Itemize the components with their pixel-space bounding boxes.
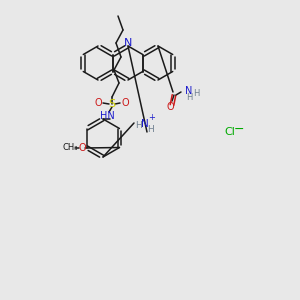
Text: +: + [148,113,155,122]
Text: O: O [78,143,86,153]
Text: −: − [234,122,244,136]
Text: N: N [124,38,132,48]
Text: Cl: Cl [225,127,236,137]
Text: CH₃: CH₃ [62,143,78,152]
Text: O: O [94,98,102,108]
Text: H: H [147,124,153,134]
Text: H: H [186,92,192,101]
Text: O: O [121,98,129,108]
Text: HN: HN [100,111,114,121]
Text: O: O [166,102,174,112]
Text: N: N [185,86,193,96]
Text: S: S [108,99,116,109]
Text: N: N [141,119,149,129]
Text: H: H [193,89,199,98]
Text: H: H [136,122,142,130]
